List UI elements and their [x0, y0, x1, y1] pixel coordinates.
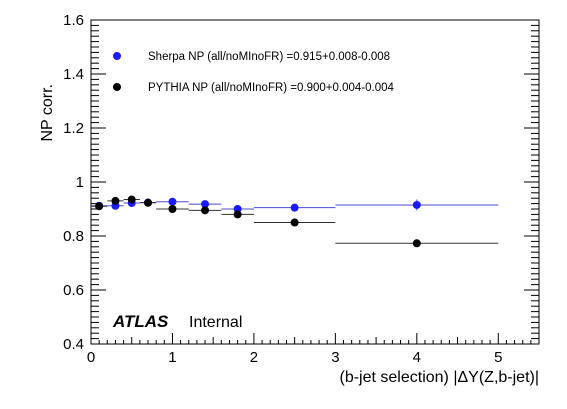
data-point	[111, 196, 120, 205]
y-tick-label: 0.4	[63, 336, 84, 353]
x-tick-label: 3	[331, 349, 339, 366]
y-tick-label: 1.4	[63, 66, 84, 83]
data-point	[201, 200, 210, 209]
y-axis-label: NP corr.	[39, 84, 56, 142]
data-point	[233, 210, 242, 219]
plot-frame	[90, 19, 540, 345]
series-1	[91, 195, 499, 248]
x-axis-label: (b-jet selection) |ΔY(Z,b-jet)|	[340, 369, 540, 386]
data-point	[168, 205, 177, 213]
y-tick-label: 0.8	[63, 228, 84, 245]
data-point	[201, 206, 210, 215]
data-point	[412, 200, 421, 209]
series-0	[91, 197, 499, 213]
data-point	[290, 218, 299, 227]
data-point	[144, 198, 153, 207]
y-tick-label: 1.6	[63, 12, 84, 29]
axis-ticks	[90, 19, 540, 345]
x-tick-label: 1	[168, 349, 176, 366]
data-point	[412, 239, 421, 248]
y-tick-label: 1	[76, 174, 84, 191]
x-tick-label: 0	[87, 349, 95, 366]
y-tick-label: 1.2	[63, 120, 84, 137]
x-tick-label: 2	[250, 349, 258, 366]
legend-entry-label: PYTHIA NP (all/noMInoFR) =0.900+0.004-0.…	[148, 82, 395, 94]
y-tick-labels: 0.4 0.6 0.8 1 1.2 1.4 1.6	[63, 12, 84, 353]
legend-marker	[113, 83, 121, 91]
data-point	[127, 195, 136, 204]
x-tick-labels: 0 1 2 3 4 5	[87, 349, 503, 366]
legend-marker	[113, 52, 121, 60]
legend: Sherpa NP (all/noMInoFR) =0.915+0.008-0.…	[113, 51, 395, 94]
x-tick-label: 5	[494, 349, 502, 366]
data-point	[95, 202, 104, 211]
x-tick-label: 4	[413, 349, 421, 366]
y-tick-label: 0.6	[63, 282, 84, 299]
internal-label: Internal	[189, 314, 242, 331]
data-point	[290, 203, 299, 212]
legend-entry-label: Sherpa NP (all/noMInoFR) =0.915+0.008-0.…	[148, 51, 390, 63]
data-point	[168, 197, 177, 206]
atlas-label: ATLAS	[112, 312, 169, 331]
series-layer	[91, 195, 499, 248]
